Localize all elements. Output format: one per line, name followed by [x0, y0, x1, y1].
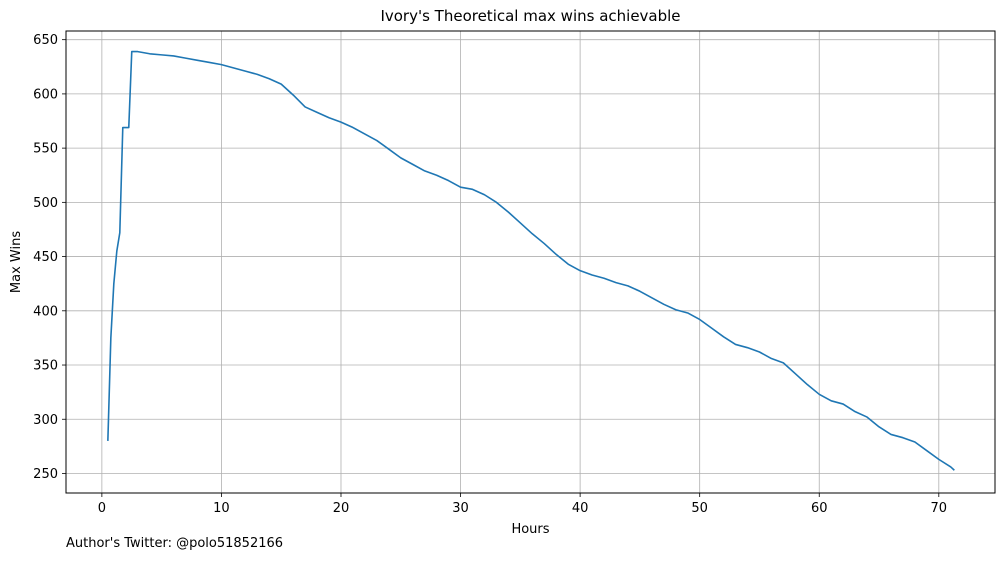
- x-tick-label: 60: [811, 501, 828, 516]
- y-tick-label: 550: [33, 142, 58, 157]
- x-axis-title: Hours: [511, 522, 549, 537]
- plot-frame: [65, 30, 996, 494]
- x-tick-label: 20: [333, 501, 350, 516]
- author-footnote: Author's Twitter: @polo51852166: [66, 536, 284, 551]
- y-tick-label: 600: [33, 87, 58, 102]
- y-axis-title: Max Wins: [9, 231, 24, 293]
- x-tick-label: 0: [98, 501, 106, 516]
- x-tick-label: 40: [572, 501, 589, 516]
- y-tick-label: 400: [33, 304, 58, 319]
- x-axis-ticks: 0 10 20 30 40 50 60 70: [98, 493, 947, 516]
- chart-title: Ivory's Theoretical max wins achievable: [380, 7, 680, 25]
- y-tick-label: 650: [33, 33, 58, 48]
- x-tick-label: 70: [931, 501, 948, 516]
- x-tick-label: 50: [691, 501, 708, 516]
- gridlines: [66, 31, 995, 493]
- y-tick-label: 450: [33, 250, 58, 265]
- y-tick-label: 350: [33, 359, 58, 374]
- max-wins-line: [107, 50, 955, 471]
- x-tick-label: 30: [452, 501, 469, 516]
- y-tick-label: 300: [33, 413, 58, 428]
- y-axis-ticks: 250 300 350 400 450 500 550 600 650: [33, 33, 66, 482]
- y-tick-label: 500: [33, 196, 58, 211]
- y-tick-label: 250: [33, 467, 58, 482]
- x-tick-label: 10: [213, 501, 230, 516]
- plot-background: [66, 31, 995, 493]
